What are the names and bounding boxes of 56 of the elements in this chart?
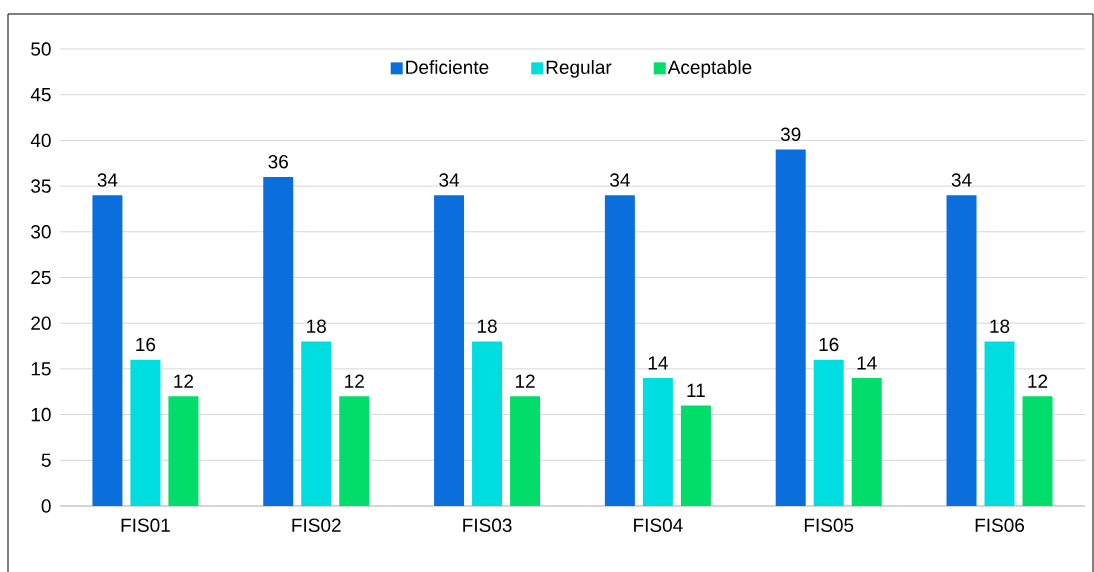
bar [168, 396, 199, 506]
bar [642, 378, 673, 506]
y-tick-label: 50 [31, 42, 51, 56]
y-tick-label: 30 [31, 225, 51, 239]
x-tick-label: FIS06 [975, 518, 1025, 532]
bar [604, 195, 635, 506]
bar [472, 341, 503, 506]
data-label: 14 [648, 356, 668, 370]
y-tick-label: 15 [31, 362, 51, 376]
bar [813, 359, 844, 506]
data-label: 34 [439, 173, 460, 187]
bar [984, 341, 1015, 506]
x-tick-label: FIS03 [463, 518, 512, 532]
y-tick-label: 40 [30, 133, 51, 148]
bar [434, 195, 465, 506]
data-label: 12 [1028, 374, 1048, 388]
data-label: 18 [990, 319, 1010, 333]
data-label: 12 [174, 374, 194, 388]
data-label: 18 [307, 319, 326, 333]
y-tick-label: 25 [31, 270, 51, 285]
data-label: 39 [780, 127, 801, 141]
legend-label: Aceptable [667, 60, 752, 78]
x-tick-label: FIS01 [121, 518, 170, 532]
data-label: 34 [97, 173, 118, 187]
data-label: 16 [819, 337, 839, 352]
data-label: 14 [857, 356, 877, 370]
bar [775, 149, 806, 506]
data-label: 12 [515, 374, 535, 388]
bar [301, 341, 332, 506]
bar [510, 396, 541, 506]
bar [130, 359, 161, 506]
bar [92, 195, 123, 506]
y-tick-label: 0 [41, 499, 51, 513]
data-label: 12 [345, 374, 364, 388]
y-tick-label: 5 [41, 453, 51, 467]
data-label: 18 [477, 319, 497, 333]
data-label: 36 [268, 154, 288, 169]
bar [851, 378, 882, 506]
data-label: 34 [610, 173, 630, 187]
data-label: 16 [136, 337, 156, 352]
bar [1022, 396, 1053, 506]
data-label: 34 [951, 173, 972, 187]
legend-label: Deficiente [406, 60, 489, 75]
y-tick-label: 35 [31, 179, 51, 193]
legend-label: Regular [546, 60, 612, 78]
data-label: 11 [687, 383, 705, 397]
bar [946, 195, 977, 506]
bar [263, 176, 294, 506]
y-tick-label: 45 [30, 88, 51, 102]
x-tick-label: FIS05 [804, 518, 854, 532]
bar [680, 405, 711, 506]
y-tick-label: 20 [31, 316, 51, 330]
y-tick-label: 10 [31, 407, 51, 422]
bar [339, 396, 370, 506]
x-tick-label: FIS02 [292, 518, 341, 532]
x-tick-label: FIS04 [634, 518, 683, 532]
